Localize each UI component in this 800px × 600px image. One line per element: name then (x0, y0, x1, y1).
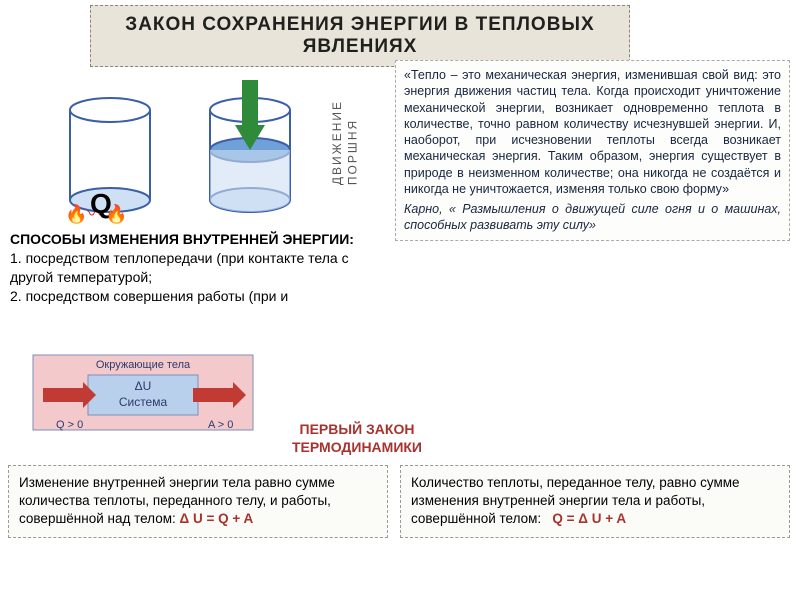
svg-text:ΔU: ΔU (135, 379, 152, 393)
methods-item-2: 2. посредством совершения работы (при и (10, 287, 385, 306)
heat-symbol: Q (90, 188, 112, 220)
left-definition-box: Изменение внутренней энергии тела равно … (8, 465, 388, 538)
vertical-text-1: ДВИЖЕНИЕ (330, 100, 344, 185)
system-diagram: Окружающие тела ΔU Система Q > 0 A > 0 (28, 350, 258, 430)
carnot-quote: «Тепло – это механическая энергия, измен… (395, 60, 790, 241)
quote-body: «Тепло – это механическая энергия, измен… (404, 67, 781, 197)
right-formula: Q = Δ U + A (552, 511, 626, 526)
page-title: ЗАКОН СОХРАНЕНИЯ ЭНЕРГИИ В ТЕПЛОВЫХ ЯВЛЕ… (90, 5, 630, 67)
right-definition-box: Количество теплоты, переданное телу, рав… (400, 465, 790, 538)
svg-text:Система: Система (119, 395, 168, 409)
outer-label: Окружающие тела (96, 359, 191, 371)
methods-heading: СПОСОБЫ ИЗМЕНЕНИЯ ВНУТРЕННЕЙ ЭНЕРГИИ: (10, 230, 385, 249)
quote-author: Карно, « Размышления о движущей силе огн… (404, 201, 781, 234)
first-law-heading: ПЕРВЫЙ ЗАКОН ТЕРМОДИНАМИКИ (272, 420, 442, 456)
methods-item-1: 1. посредством теплопередачи (при контак… (10, 249, 385, 287)
left-box-text: Изменение внутренней энергии тела равно … (19, 475, 335, 526)
svg-text:A > 0: A > 0 (208, 419, 233, 431)
left-formula: Δ U = Q + A (180, 511, 254, 526)
methods-block: СПОСОБЫ ИЗМЕНЕНИЯ ВНУТРЕННЕЙ ЭНЕРГИИ: 1.… (10, 230, 385, 306)
vertical-text-2: ПОРШНЯ (346, 119, 360, 185)
svg-text:Q > 0: Q > 0 (56, 419, 83, 431)
piston-motion-label: ДВИЖЕНИЕ ПОРШНЯ (330, 100, 361, 185)
